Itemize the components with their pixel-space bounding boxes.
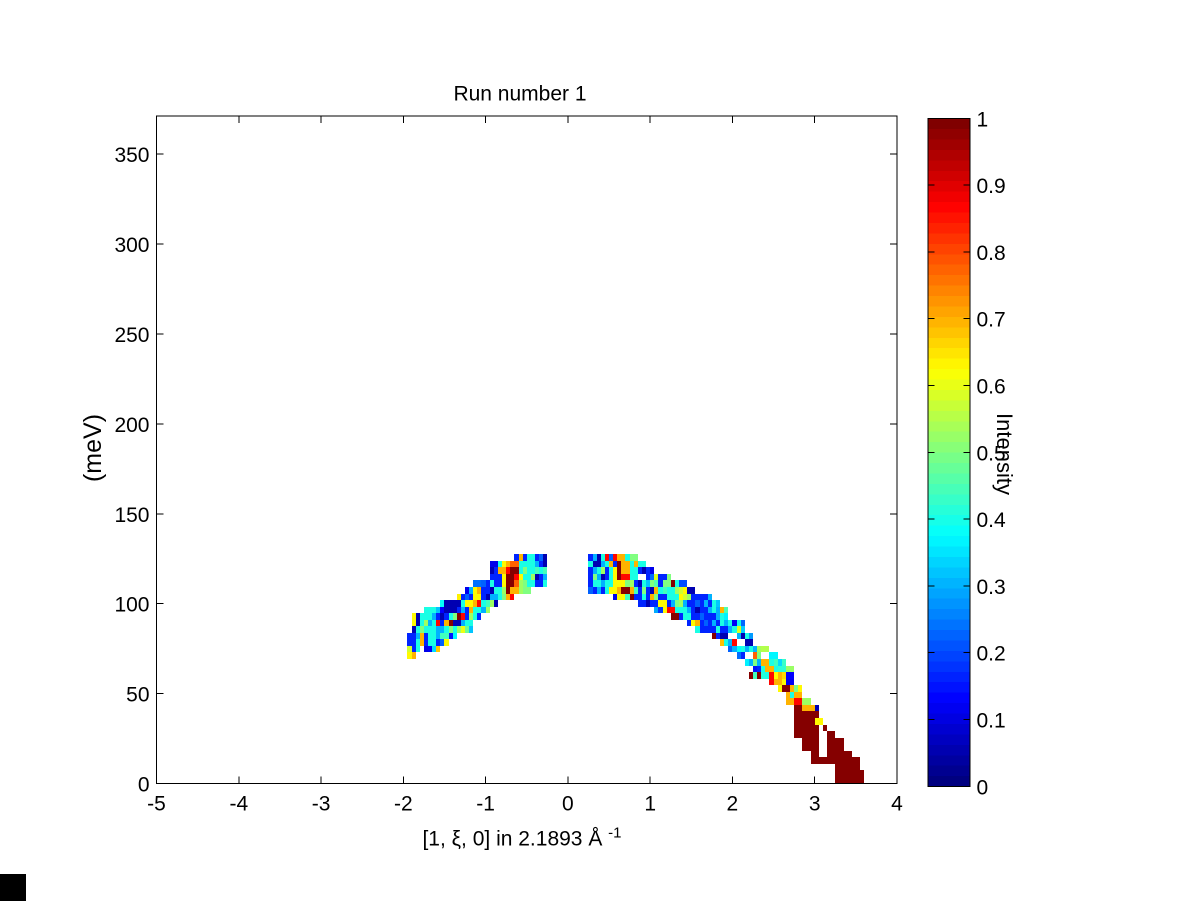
svg-text:0.9: 0.9 [977,175,1006,198]
svg-text:1: 1 [977,108,989,131]
svg-text:50: 50 [126,684,149,707]
svg-text:0: 0 [138,774,150,797]
svg-text:100: 100 [114,594,149,617]
svg-text:2: 2 [727,793,739,816]
svg-text:3: 3 [809,793,821,816]
svg-text:300: 300 [114,234,149,257]
svg-text:Run number 1: Run number 1 [453,83,586,106]
svg-text:-3: -3 [312,793,331,816]
svg-text:1: 1 [644,793,656,816]
svg-text:0.3: 0.3 [977,576,1006,599]
svg-text:0.8: 0.8 [977,242,1006,265]
svg-text:0.4: 0.4 [977,509,1007,532]
svg-text:0.7: 0.7 [977,309,1006,332]
svg-text:(meV): (meV) [79,414,107,482]
svg-text:-5: -5 [147,793,166,816]
svg-text:200: 200 [114,414,149,437]
svg-text:-4: -4 [229,793,248,816]
svg-text:0: 0 [977,776,989,799]
svg-text:Intensity: Intensity [992,413,1017,495]
svg-text:0.6: 0.6 [977,376,1006,399]
svg-text:0: 0 [562,793,574,816]
svg-text:-2: -2 [394,793,413,816]
svg-text:0.1: 0.1 [977,710,1006,733]
svg-text:0.2: 0.2 [977,643,1006,666]
svg-text:-1: -1 [476,793,495,816]
svg-text:250: 250 [114,324,149,347]
svg-text:4: 4 [891,793,903,816]
svg-text:350: 350 [114,144,149,167]
svg-text:0.5: 0.5 [977,442,1006,465]
svg-text:150: 150 [114,504,149,527]
svg-text:[1, ξ, 0] in 2.1893 Å -1: [1, ξ, 0] in 2.1893 Å -1 [422,825,621,851]
